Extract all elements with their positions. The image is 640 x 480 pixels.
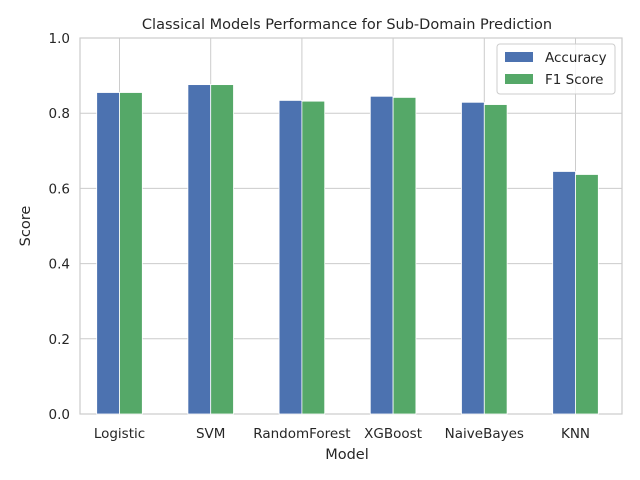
legend-label-f1-score: F1 Score <box>545 72 603 88</box>
y-tick-label: 0.0 <box>49 407 70 423</box>
x-tick-label: RandomForest <box>253 426 350 442</box>
legend: Accuracy F1 Score <box>496 43 616 95</box>
y-tick-label: 0.4 <box>49 257 70 273</box>
x-tick-label: SVM <box>196 426 225 442</box>
legend-swatch-f1-score <box>505 74 533 84</box>
bar-accuracy-randomforest <box>278 100 303 415</box>
bar-f1-score-xgboost <box>392 97 417 415</box>
bar-accuracy-knn <box>552 171 576 415</box>
legend-swatch-accuracy <box>505 52 533 62</box>
bar-accuracy-xgboost <box>369 95 394 415</box>
chart-title: Classical Models Performance for Sub-Dom… <box>142 17 552 33</box>
x-tick-labels: Logistic SVM RandomForest XGBoost NaiveBayes… <box>94 426 590 442</box>
x-tick-label: KNN <box>561 426 590 442</box>
y-tick-label: 0.8 <box>49 106 70 122</box>
bar-accuracy-svm <box>187 84 212 415</box>
y-tick-label: 0.2 <box>49 332 70 348</box>
bar-f1-score-knn <box>575 174 599 415</box>
x-tick-label: Logistic <box>94 426 145 442</box>
bar-accuracy-logistic <box>96 92 120 415</box>
plot-frame <box>79 37 623 415</box>
y-tick-labels: 0.0 0.2 0.4 0.6 0.8 1.0 <box>49 31 70 423</box>
bar-f1-score-logistic <box>119 92 143 415</box>
bar-f1-score-randomforest <box>301 100 326 415</box>
bar-accuracy-naivebayes <box>461 101 485 415</box>
bars <box>96 84 599 415</box>
bar-f1-score-svm <box>210 84 234 415</box>
bar-f1-score-naivebayes <box>483 104 508 415</box>
x-axis-label: Model <box>325 447 369 463</box>
y-axis-label: Score <box>18 206 34 247</box>
plot-area <box>80 38 622 414</box>
x-tick-label: NaiveBayes <box>445 426 524 442</box>
legend-label-accuracy: Accuracy <box>545 50 607 66</box>
x-tick-label: XGBoost <box>364 426 422 442</box>
y-tick-label: 1.0 <box>49 31 70 47</box>
y-tick-label: 0.6 <box>49 181 70 197</box>
